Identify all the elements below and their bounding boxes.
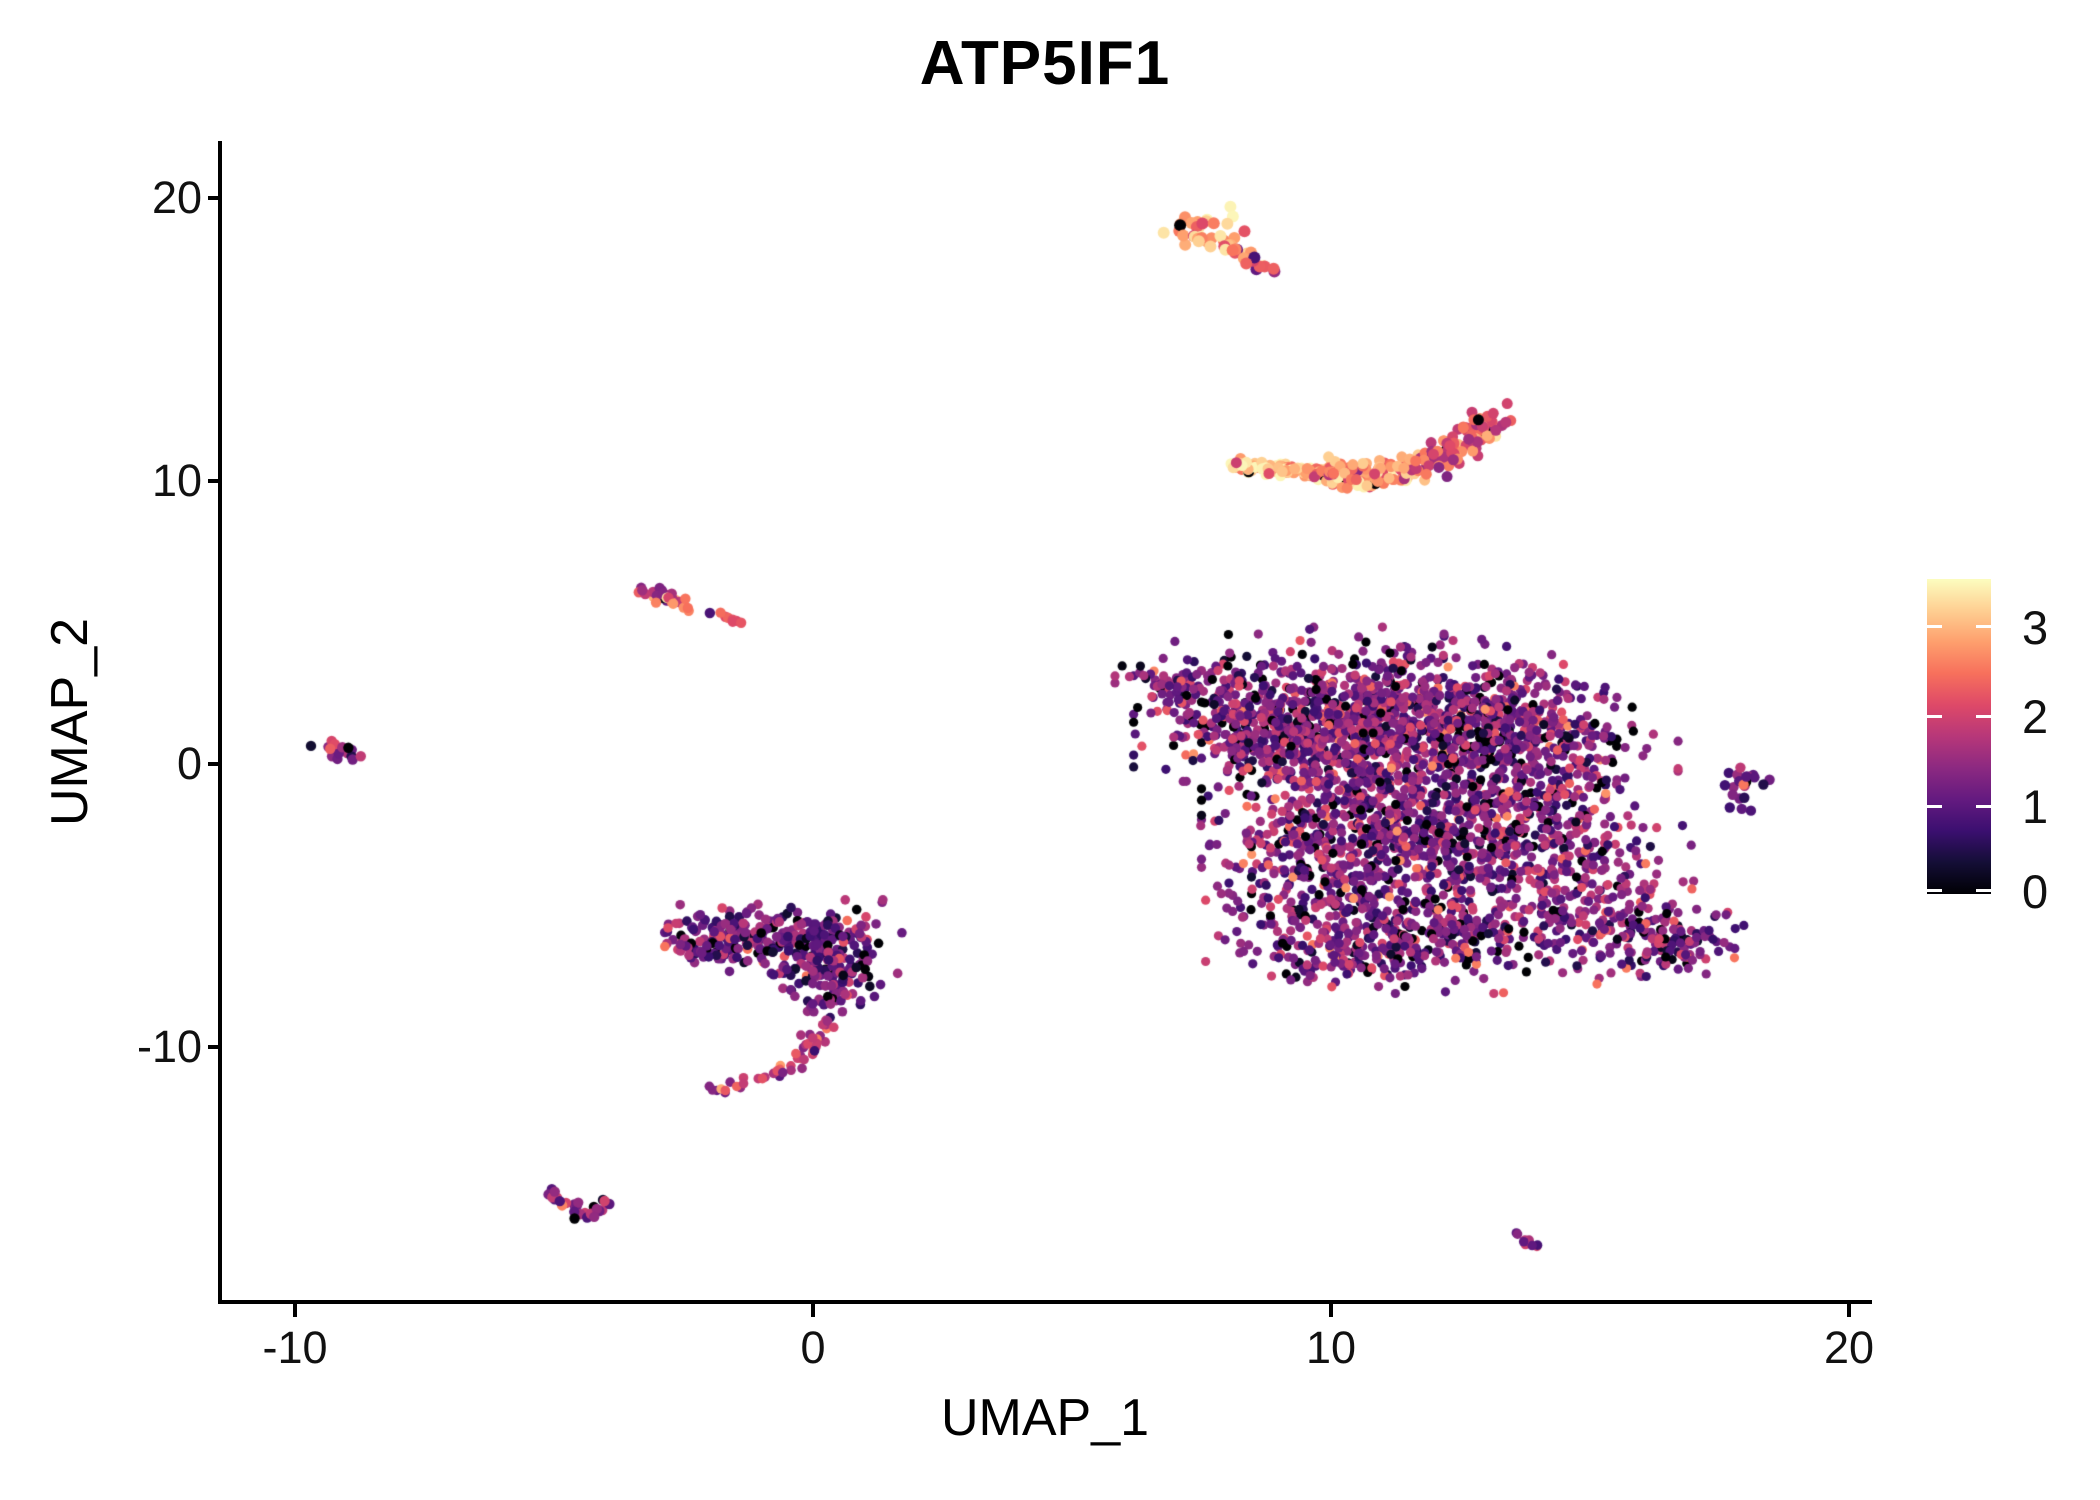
x-tick-mark — [1329, 1302, 1333, 1317]
y-tick-label: 20 — [151, 172, 202, 223]
x-axis-title: UMAP_1 — [940, 1389, 1150, 1447]
colorbar-tick — [1976, 805, 1991, 808]
expression-colorbar — [1927, 579, 1991, 894]
colorbar-tick — [1927, 625, 1942, 628]
x-axis-line — [218, 1300, 1872, 1304]
y-tick-mark — [208, 762, 222, 766]
colorbar-tick — [1976, 625, 1991, 628]
x-tick-mark — [811, 1302, 815, 1317]
colorbar-label: 1 — [2022, 780, 2049, 833]
y-axis-line — [218, 141, 222, 1304]
y-axis-title: UMAP_2 — [41, 617, 99, 827]
x-tick-mark — [1847, 1302, 1851, 1317]
x-tick-mark — [293, 1302, 297, 1317]
colorbar-tick — [1976, 715, 1991, 718]
x-tick-label: 0 — [800, 1322, 826, 1373]
y-tick-label: 0 — [176, 738, 202, 789]
x-tick-label: 10 — [1305, 1322, 1357, 1373]
y-tick-mark — [208, 196, 222, 200]
y-tick-label: -10 — [136, 1021, 202, 1072]
colorbar-label: 0 — [2022, 865, 2049, 918]
y-tick-label: 10 — [151, 455, 202, 506]
y-tick-mark — [208, 1045, 222, 1049]
y-tick-mark — [208, 479, 222, 483]
x-tick-label: 20 — [1823, 1322, 1875, 1373]
colorbar-tick — [1927, 889, 1942, 892]
colorbar-label: 2 — [2022, 690, 2049, 743]
colorbar-tick — [1976, 889, 1991, 892]
colorbar-label: 3 — [2022, 601, 2049, 654]
colorbar-tick — [1927, 715, 1942, 718]
colorbar-tick — [1927, 805, 1942, 808]
x-tick-label: -10 — [262, 1322, 328, 1373]
